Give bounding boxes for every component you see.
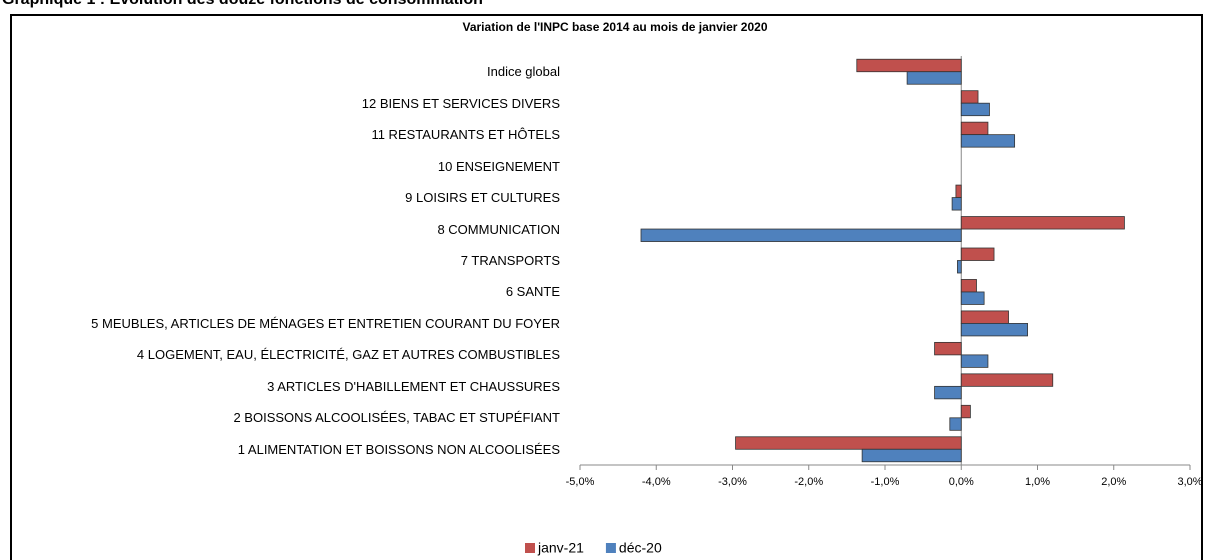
- bar: [960, 102, 990, 117]
- legend-swatch: [605, 543, 616, 553]
- chart-frame: [10, 14, 1203, 560]
- chart-title: Variation de l'INPC base 2014 au mois de…: [463, 20, 768, 34]
- bar: [949, 417, 962, 431]
- category-label: 9 LOISIRS ET CULTURES: [405, 190, 560, 206]
- legend-label: janv-21: [537, 540, 584, 556]
- x-tick-label: -2,0%: [794, 476, 823, 488]
- category-label: 2 BOISSONS ALCOOLISÉES, TABAC ET STUPÉFI…: [233, 410, 560, 426]
- x-tick-label: -5,0%: [566, 476, 595, 488]
- category-label: 4 LOGEMENT, EAU, ÉLECTRICITÉ, GAZ ET AUT…: [136, 347, 560, 363]
- category-label: 8 COMMUNICATION: [437, 221, 560, 237]
- x-tick-label: -1,0%: [871, 476, 900, 488]
- bar: [861, 448, 962, 463]
- legend-label: déc-20: [619, 540, 662, 556]
- bar: [960, 310, 1009, 324]
- bar: [960, 121, 989, 136]
- bar: [960, 279, 977, 293]
- category-label: 7 TRANSPORTS: [460, 253, 560, 268]
- x-tick-label: 3,0%: [1177, 476, 1202, 488]
- x-tick-label: 2,0%: [1101, 476, 1126, 488]
- x-tick-label: -4,0%: [642, 476, 671, 488]
- category-label: 5 MEUBLES, ARTICLES DE MÉNAGES ET ENTRET…: [91, 315, 560, 331]
- bar: [960, 134, 1016, 148]
- bar: [960, 404, 971, 419]
- bar: [957, 260, 962, 274]
- bar: [960, 90, 979, 104]
- bar: [960, 373, 1054, 387]
- bar: [735, 436, 962, 450]
- bar: [955, 184, 962, 198]
- bar: [856, 58, 962, 73]
- bar: [960, 323, 1028, 337]
- category-label: 10 ENSEIGNEMENT: [437, 158, 560, 174]
- category-label: 12 BIENS ET SERVICES DIVERS: [361, 95, 560, 111]
- bar: [960, 216, 1125, 230]
- category-label: 11 RESTAURANTS ET HÔTELS: [371, 127, 560, 143]
- x-tick-label: 0,0%: [949, 476, 974, 488]
- x-tick-label: 1,0%: [1025, 476, 1050, 488]
- bar: [960, 247, 995, 261]
- page-title: Graphique 1 : Evolution des douze foncti…: [2, 0, 483, 9]
- category-label: 3 ARTICLES D'HABILLEMENT ET CHAUSSURES: [267, 378, 560, 394]
- bar: [960, 291, 985, 305]
- category-label: 1 ALIMENTATION ET BOISSONS NON ALCOOLISÉ…: [237, 441, 560, 457]
- bar: [934, 385, 962, 400]
- bar: [934, 341, 962, 356]
- category-label: 6 SANTE: [505, 284, 560, 300]
- bar: [951, 197, 962, 211]
- bar: [640, 228, 962, 242]
- x-tick-label: -3,0%: [718, 476, 747, 488]
- bar: [906, 71, 962, 85]
- category-label: Indice global: [487, 64, 560, 80]
- bar: [960, 354, 989, 368]
- legend-swatch: [525, 543, 535, 553]
